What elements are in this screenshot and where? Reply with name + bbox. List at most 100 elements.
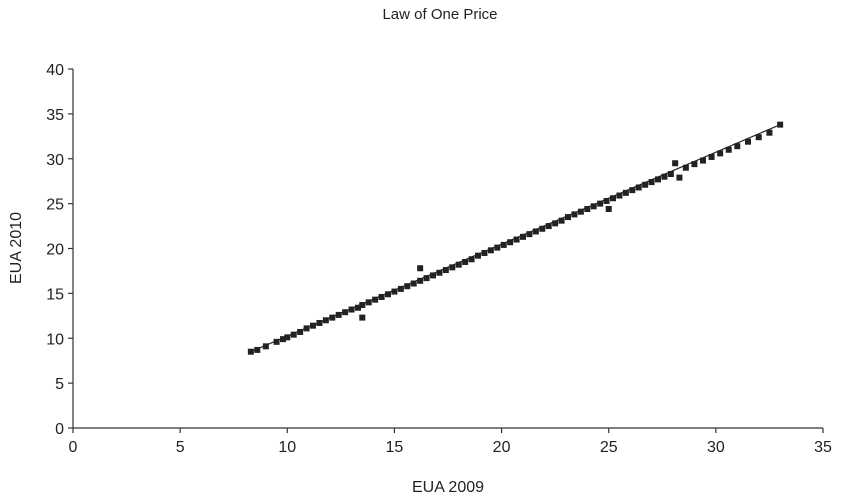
- data-point: [436, 269, 443, 276]
- x-tick-label: 20: [493, 439, 511, 456]
- data-point: [280, 336, 286, 343]
- data-point: [676, 174, 683, 181]
- data-point: [423, 275, 430, 282]
- data-point: [316, 319, 323, 326]
- data-point: [605, 206, 612, 213]
- x-axis-title: EUA 2009: [412, 479, 484, 496]
- data-point: [449, 264, 456, 271]
- data-point: [372, 296, 379, 303]
- y-tick-label: 20: [46, 242, 64, 259]
- data-point: [552, 220, 559, 227]
- data-point: [597, 200, 604, 207]
- data-point: [691, 161, 698, 168]
- data-point: [359, 314, 366, 321]
- y-tick-label: 0: [55, 421, 64, 438]
- data-point: [254, 346, 261, 353]
- data-point: [672, 160, 679, 167]
- data-point: [481, 249, 488, 256]
- data-point: [622, 189, 629, 196]
- data-point: [342, 309, 349, 316]
- data-point: [365, 299, 372, 306]
- data-point: [610, 195, 616, 202]
- data-point: [635, 184, 642, 191]
- data-point: [667, 171, 674, 178]
- data-point: [584, 206, 591, 213]
- data-point: [410, 280, 417, 287]
- data-point: [430, 272, 436, 279]
- y-tick-label: 5: [55, 376, 64, 393]
- data-point: [335, 311, 342, 318]
- data-point: [385, 291, 391, 298]
- data-point: [745, 138, 751, 145]
- data-point: [766, 129, 773, 136]
- data-point: [475, 252, 481, 259]
- data-point: [290, 331, 297, 338]
- data-point: [558, 217, 565, 224]
- data-point: [273, 338, 280, 345]
- data-point: [322, 317, 329, 324]
- data-point: [629, 187, 636, 194]
- data-point: [500, 241, 507, 248]
- x-tick-label: 10: [278, 439, 296, 456]
- data-point: [616, 192, 623, 199]
- data-point: [359, 302, 366, 309]
- data-point: [648, 179, 655, 186]
- data-point: [708, 153, 715, 160]
- x-tick-label: 5: [176, 439, 185, 456]
- data-point: [513, 236, 520, 243]
- data-point: [734, 143, 741, 150]
- data-point: [725, 146, 732, 153]
- x-tick-label: 15: [386, 439, 404, 456]
- data-point: [539, 225, 546, 232]
- data-point: [520, 233, 526, 240]
- data-point: [545, 223, 552, 230]
- data-point: [532, 228, 539, 235]
- data-point: [397, 285, 404, 292]
- y-tick-label: 30: [46, 152, 64, 169]
- y-tick-label: 25: [46, 197, 64, 214]
- y-tick-label: 35: [46, 107, 64, 124]
- data-point: [661, 173, 668, 180]
- data-point: [777, 121, 784, 128]
- chart-title: Law of One Price: [382, 6, 497, 23]
- data-point: [462, 258, 469, 265]
- x-tick-label: 25: [600, 439, 618, 456]
- y-axis-title: EUA 2010: [8, 212, 25, 284]
- data-point: [571, 211, 578, 218]
- data-point: [468, 256, 475, 263]
- data-point: [262, 343, 269, 350]
- x-tick-label: 30: [707, 439, 725, 456]
- data-point: [565, 214, 571, 221]
- data-point: [755, 134, 762, 141]
- data-point: [404, 283, 411, 290]
- data-point: [378, 293, 385, 300]
- data-point: [700, 157, 706, 164]
- data-point: [303, 325, 310, 332]
- data-point: [507, 239, 514, 246]
- points-layer: [247, 121, 784, 355]
- data-point: [417, 265, 424, 272]
- x-tick-label: 35: [814, 439, 832, 456]
- data-point: [442, 267, 449, 274]
- data-point: [526, 231, 533, 238]
- data-point: [247, 348, 254, 355]
- data-point: [355, 304, 361, 311]
- data-point: [455, 261, 462, 268]
- data-point: [494, 244, 501, 251]
- data-point: [655, 176, 661, 183]
- data-point: [642, 181, 649, 188]
- data-point: [487, 247, 494, 254]
- data-point: [717, 150, 724, 157]
- data-point: [310, 322, 316, 329]
- axes: 0 5 10 15 20 25 30 35 40 0 5 10 15 20 25 30 35: [46, 62, 832, 456]
- data-point: [682, 164, 689, 171]
- y-tick-label: 15: [46, 286, 64, 303]
- data-point: [391, 288, 398, 295]
- data-point: [577, 208, 584, 215]
- data-point: [590, 203, 597, 210]
- y-tick-label: 40: [46, 62, 64, 79]
- data-point: [297, 328, 304, 335]
- data-point: [348, 306, 355, 313]
- data-point: [329, 314, 336, 321]
